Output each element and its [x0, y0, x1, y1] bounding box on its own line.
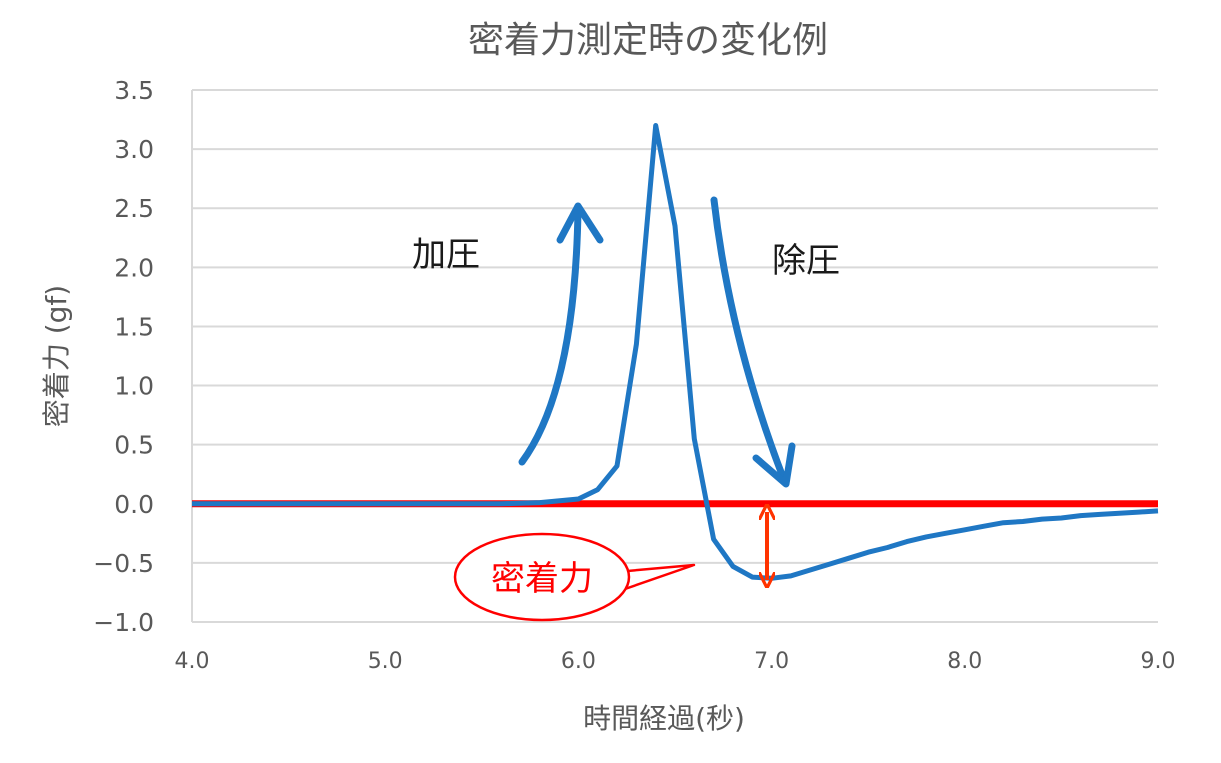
- press-label: 加圧: [412, 235, 480, 275]
- y-axis-title: 密着力 (gf): [40, 285, 73, 427]
- y-tick-label: 2.0: [114, 253, 154, 282]
- x-tick-label: 6.0: [561, 649, 596, 674]
- x-axis-title: 時間経過(秒): [583, 702, 745, 735]
- x-tick-label: 5.0: [368, 649, 403, 674]
- y-tick-label: 0.5: [114, 431, 154, 460]
- x-tick-label: 8.0: [947, 649, 982, 674]
- adhesion-callout: 密着力: [453, 532, 696, 622]
- y-tick-label: 0.0: [114, 490, 154, 519]
- gridlines: [191, 89, 1158, 623]
- y-tick-label: −1.0: [93, 608, 154, 637]
- y-tick-label: 3.0: [114, 135, 154, 164]
- x-tick-label: 4.0: [175, 649, 210, 674]
- chart-title: 密着力測定時の変化例: [468, 20, 828, 61]
- y-tick-label: 2.5: [114, 194, 154, 223]
- y-axis-ticks: 3.5 3.0 2.5 2.0 1.5 1.0 0.5 0.0 −0.5 −1.0: [93, 76, 154, 637]
- release-label: 除圧: [772, 241, 840, 281]
- x-axis-ticks: 4.0 5.0 6.0 7.0 8.0 9.0: [175, 649, 1176, 674]
- y-tick-label: 3.5: [114, 76, 154, 105]
- release-arrow: [710, 196, 796, 488]
- y-tick-label: −0.5: [93, 549, 154, 578]
- series-line: [192, 123, 1159, 581]
- x-tick-label: 9.0: [1141, 649, 1176, 674]
- press-arrow: [518, 202, 604, 466]
- y-tick-label: 1.0: [114, 372, 154, 401]
- adhesion-callout-label: 密着力: [491, 559, 593, 599]
- x-tick-label: 7.0: [754, 649, 789, 674]
- y-tick-label: 1.5: [114, 312, 154, 341]
